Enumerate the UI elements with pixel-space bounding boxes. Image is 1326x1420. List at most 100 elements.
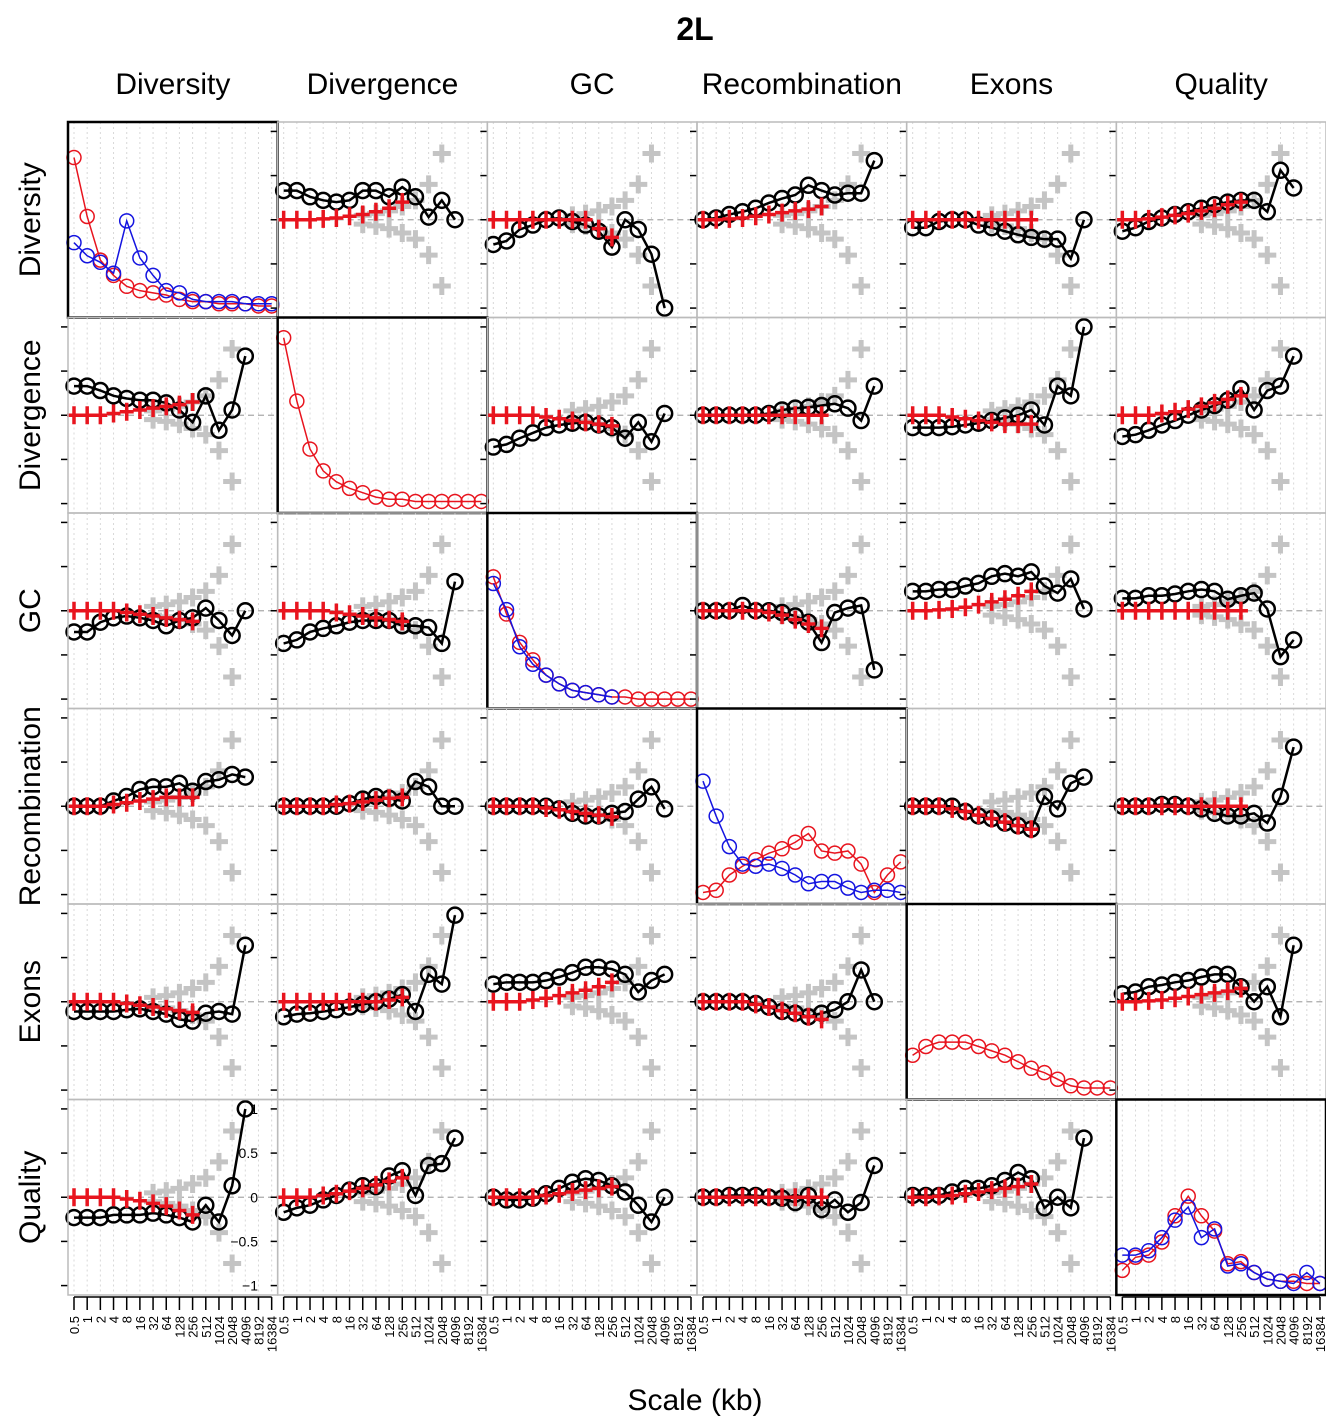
envelope-marker <box>196 816 215 835</box>
point <box>511 634 528 651</box>
envelope-marker <box>825 582 844 601</box>
reference-marker <box>368 992 383 1011</box>
point <box>852 1193 870 1212</box>
reference-marker <box>578 1181 593 1200</box>
point <box>171 285 188 301</box>
envelope-marker <box>799 592 818 611</box>
point <box>629 983 648 1001</box>
point <box>1245 993 1263 1011</box>
reference-marker <box>801 1007 816 1026</box>
reference-marker <box>1181 987 1196 1006</box>
point <box>433 1154 451 1173</box>
envelope-marker <box>432 277 451 295</box>
reference-marker <box>814 197 829 216</box>
point <box>407 493 424 510</box>
x-tick-label: 128 <box>382 1316 397 1338</box>
point <box>447 493 463 510</box>
reference-marker <box>303 601 318 620</box>
envelope-marker <box>380 806 399 825</box>
reference-marker <box>1128 601 1143 620</box>
envelope-marker <box>223 863 242 882</box>
reference-marker <box>565 802 580 821</box>
reference-marker <box>1207 199 1222 218</box>
reference-marker <box>67 1188 81 1207</box>
x-tick-label: 2 <box>93 1316 108 1323</box>
reference-marker <box>119 402 134 421</box>
column-header: GC <box>570 68 615 101</box>
point <box>1284 347 1303 365</box>
reference-marker <box>539 799 554 818</box>
envelope-marker <box>629 957 648 976</box>
reference-marker <box>106 404 121 423</box>
reference-marker <box>499 797 514 816</box>
envelope-marker <box>1218 415 1237 434</box>
reference-marker <box>788 201 803 220</box>
point <box>813 873 830 890</box>
x-tick-label: 256 <box>395 1316 410 1338</box>
reference-marker <box>1220 195 1235 214</box>
x-tick-label: 128 <box>172 1316 187 1338</box>
point <box>434 493 450 510</box>
point <box>223 401 241 419</box>
row-header: Diversity <box>14 162 47 277</box>
reference-marker <box>276 1188 291 1207</box>
envelope-marker <box>825 1168 844 1187</box>
point <box>314 619 332 638</box>
point <box>642 1213 661 1231</box>
reference-marker <box>971 210 986 229</box>
point <box>105 265 122 281</box>
point <box>274 181 293 200</box>
envelope-marker <box>1048 832 1067 851</box>
point <box>839 993 857 1011</box>
x-tick-label: 512 <box>618 1316 633 1338</box>
envelope-marker <box>1258 246 1277 265</box>
envelope-marker <box>1218 1001 1237 1020</box>
envelope-marker <box>825 425 844 444</box>
x-tick-label: 1 <box>1129 1316 1144 1323</box>
reference-marker <box>1141 797 1156 816</box>
reference-marker <box>1154 990 1169 1009</box>
column-header: Divergence <box>307 68 459 101</box>
reference-marker <box>93 601 108 620</box>
reference-marker <box>172 395 187 414</box>
envelope-marker <box>838 1152 857 1171</box>
x-tick-label: 64 <box>579 1316 594 1330</box>
reference-marker <box>997 210 1012 229</box>
reference-marker <box>289 797 304 816</box>
point <box>210 1213 228 1231</box>
reference-marker <box>1207 797 1222 816</box>
reference-marker <box>905 406 920 425</box>
reference-marker <box>775 406 790 425</box>
point <box>1062 387 1080 405</box>
reference-marker <box>382 610 397 629</box>
envelope-marker <box>602 393 621 411</box>
point <box>826 1191 844 1209</box>
point <box>1193 1229 1210 1246</box>
point <box>1246 1264 1262 1281</box>
reference-marker <box>591 977 606 996</box>
reference-marker <box>1024 1175 1039 1193</box>
reference-marker <box>499 1188 514 1207</box>
x-tick-label: 16 <box>343 1316 358 1330</box>
envelope-marker <box>419 1028 438 1047</box>
envelope-marker <box>838 566 857 585</box>
point <box>655 1188 674 1206</box>
envelope-marker <box>393 588 412 607</box>
point <box>852 961 870 979</box>
reference-marker <box>368 608 383 627</box>
envelope-marker <box>629 761 648 780</box>
reference-marker <box>185 1003 200 1022</box>
reference-marker <box>709 1188 724 1207</box>
x-tick-label: 64 <box>159 1316 174 1330</box>
x-tick-label: 4096 <box>1287 1316 1302 1345</box>
reference-marker <box>1181 400 1196 419</box>
point <box>197 772 215 791</box>
point <box>1233 1256 1249 1272</box>
point <box>1193 1208 1210 1224</box>
x-tick-label: 512 <box>1247 1316 1262 1338</box>
envelope-marker <box>1231 224 1250 242</box>
reference-marker <box>604 807 619 826</box>
envelope-marker <box>1009 610 1028 629</box>
x-tick-label: 512 <box>408 1316 423 1338</box>
